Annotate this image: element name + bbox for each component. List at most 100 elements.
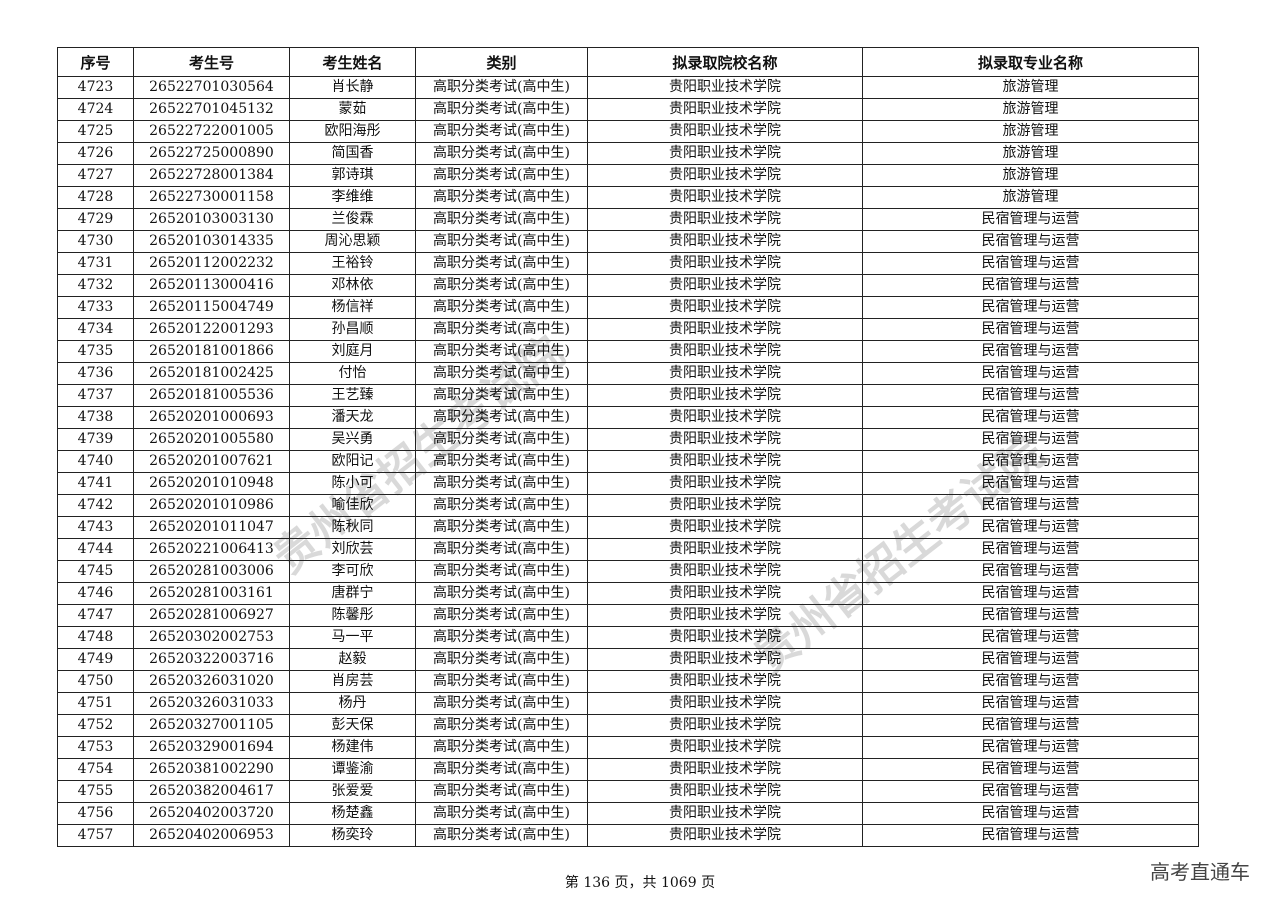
cell-exam-id: 26520201007621 xyxy=(133,450,290,473)
cell-school: 贵阳职业技术学院 xyxy=(587,472,863,495)
cell-school: 贵阳职业技术学院 xyxy=(587,142,863,165)
cell-major: 民宿管理与运营 xyxy=(862,406,1199,429)
header-category: 类别 xyxy=(415,47,588,77)
table-row: 4728 26522730001158 李维维 高职分类考试(高中生) 贵阳职业技术学院… xyxy=(57,186,1199,209)
table-row: 4736 26520181002425 付怡 高职分类考试(高中生) 贵阳职业技术学院民… xyxy=(57,362,1199,385)
cell-name: 王裕铃 xyxy=(289,252,416,275)
table-row: 4747 26520281006927 陈馨彤 高职分类考试(高中生) 贵阳职业技术学院… xyxy=(57,604,1199,627)
cell-exam-id: 26520201000693 xyxy=(133,406,290,429)
cell-school: 贵阳职业技术学院 xyxy=(587,780,863,803)
cell-name: 付怡 xyxy=(289,362,416,385)
cell-category: 高职分类考试(高中生) xyxy=(415,120,588,143)
corner-watermark: 高考直通车 xyxy=(1150,860,1250,884)
cell-category: 高职分类考试(高中生) xyxy=(415,450,588,473)
header-major: 拟录取专业名称 xyxy=(862,47,1199,77)
cell-index: 4757 xyxy=(57,824,134,847)
cell-exam-id: 26522701030564 xyxy=(133,76,290,99)
table-header-row: 序号 考生号 考生姓名 类别 拟录取院校名称 拟录取专业名称 xyxy=(57,47,1199,77)
cell-exam-id: 26522722001005 xyxy=(133,120,290,143)
table-row: 4756 26520402003720 杨楚鑫 高职分类考试(高中生) 贵阳职业技术学院… xyxy=(57,802,1199,825)
cell-index: 4756 xyxy=(57,802,134,825)
cell-category: 高职分类考试(高中生) xyxy=(415,208,588,231)
cell-category: 高职分类考试(高中生) xyxy=(415,758,588,781)
cell-exam-id: 26520221006413 xyxy=(133,538,290,561)
cell-school: 贵阳职业技术学院 xyxy=(587,538,863,561)
cell-school: 贵阳职业技术学院 xyxy=(587,714,863,737)
cell-exam-id: 26520181005536 xyxy=(133,384,290,407)
table-row: 4741 26520201010948 陈小可 高职分类考试(高中生) 贵阳职业技术学院… xyxy=(57,472,1199,495)
cell-name: 孙昌顺 xyxy=(289,318,416,341)
cell-name: 唐群宁 xyxy=(289,582,416,605)
table-row: 4738 26520201000693 潘天龙 高职分类考试(高中生) 贵阳职业技术学院… xyxy=(57,406,1199,429)
cell-index: 4743 xyxy=(57,516,134,539)
table-row: 4734 26520122001293 孙昌顺 高职分类考试(高中生) 贵阳职业技术学院… xyxy=(57,318,1199,341)
cell-index: 4725 xyxy=(57,120,134,143)
cell-school: 贵阳职业技术学院 xyxy=(587,76,863,99)
cell-major: 民宿管理与运营 xyxy=(862,318,1199,341)
cell-exam-id: 26520201010986 xyxy=(133,494,290,517)
cell-exam-id: 26520326031033 xyxy=(133,692,290,715)
cell-name: 肖房芸 xyxy=(289,670,416,693)
cell-category: 高职分类考试(高中生) xyxy=(415,648,588,671)
table-row: 4726 26522725000890 简国香 高职分类考试(高中生) 贵阳职业技术学院… xyxy=(57,142,1199,165)
cell-school: 贵阳职业技术学院 xyxy=(587,362,863,385)
cell-category: 高职分类考试(高中生) xyxy=(415,98,588,121)
cell-index: 4754 xyxy=(57,758,134,781)
cell-exam-id: 26520281003161 xyxy=(133,582,290,605)
cell-category: 高职分类考试(高中生) xyxy=(415,516,588,539)
table-row: 4751 26520326031033 杨丹 高职分类考试(高中生) 贵阳职业技术学院民… xyxy=(57,692,1199,715)
cell-major: 民宿管理与运营 xyxy=(862,428,1199,451)
cell-category: 高职分类考试(高中生) xyxy=(415,494,588,517)
cell-index: 4745 xyxy=(57,560,134,583)
table-row: 4744 26520221006413 刘欣芸 高职分类考试(高中生) 贵阳职业技术学院… xyxy=(57,538,1199,561)
cell-school: 贵阳职业技术学院 xyxy=(587,384,863,407)
cell-name: 蒙茹 xyxy=(289,98,416,121)
cell-name: 欧阳海彤 xyxy=(289,120,416,143)
cell-index: 4749 xyxy=(57,648,134,671)
cell-school: 贵阳职业技术学院 xyxy=(587,274,863,297)
cell-index: 4747 xyxy=(57,604,134,627)
cell-major: 民宿管理与运营 xyxy=(862,208,1199,231)
cell-exam-id: 26520122001293 xyxy=(133,318,290,341)
cell-major: 民宿管理与运营 xyxy=(862,604,1199,627)
cell-school: 贵阳职业技术学院 xyxy=(587,428,863,451)
cell-index: 4738 xyxy=(57,406,134,429)
cell-exam-id: 26520181001866 xyxy=(133,340,290,363)
cell-index: 4733 xyxy=(57,296,134,319)
cell-exam-id: 26522728001384 xyxy=(133,164,290,187)
cell-school: 贵阳职业技术学院 xyxy=(587,802,863,825)
cell-index: 4744 xyxy=(57,538,134,561)
cell-school: 贵阳职业技术学院 xyxy=(587,406,863,429)
cell-school: 贵阳职业技术学院 xyxy=(587,98,863,121)
table-row: 4755 26520382004617 张爱爱 高职分类考试(高中生) 贵阳职业技术学院… xyxy=(57,780,1199,803)
table-row: 4740 26520201007621 欧阳记 高职分类考试(高中生) 贵阳职业技术学院… xyxy=(57,450,1199,473)
cell-category: 高职分类考试(高中生) xyxy=(415,406,588,429)
cell-major: 民宿管理与运营 xyxy=(862,384,1199,407)
cell-exam-id: 26520326031020 xyxy=(133,670,290,693)
cell-major: 民宿管理与运营 xyxy=(862,494,1199,517)
cell-exam-id: 26520201011047 xyxy=(133,516,290,539)
cell-school: 贵阳职业技术学院 xyxy=(587,758,863,781)
table-row: 4727 26522728001384 郭诗琪 高职分类考试(高中生) 贵阳职业技术学院… xyxy=(57,164,1199,187)
table-row: 4750 26520326031020 肖房芸 高职分类考试(高中生) 贵阳职业技术学院… xyxy=(57,670,1199,693)
cell-category: 高职分类考试(高中生) xyxy=(415,802,588,825)
cell-index: 4728 xyxy=(57,186,134,209)
cell-exam-id: 26520201005580 xyxy=(133,428,290,451)
cell-index: 4735 xyxy=(57,340,134,363)
cell-major: 旅游管理 xyxy=(862,164,1199,187)
table-body: 4723 26522701030564 肖长静 高职分类考试(高中生) 贵阳职业技术学院… xyxy=(57,76,1199,847)
header-name: 考生姓名 xyxy=(289,47,416,77)
cell-major: 旅游管理 xyxy=(862,186,1199,209)
cell-exam-id: 26520115004749 xyxy=(133,296,290,319)
cell-major: 民宿管理与运营 xyxy=(862,670,1199,693)
cell-name: 喻佳欣 xyxy=(289,494,416,517)
cell-name: 陈馨彤 xyxy=(289,604,416,627)
cell-major: 民宿管理与运营 xyxy=(862,340,1199,363)
cell-exam-id: 26522701045132 xyxy=(133,98,290,121)
cell-major: 民宿管理与运营 xyxy=(862,758,1199,781)
cell-index: 4732 xyxy=(57,274,134,297)
table-row: 4754 26520381002290 谭鉴渝 高职分类考试(高中生) 贵阳职业技术学院… xyxy=(57,758,1199,781)
cell-major: 旅游管理 xyxy=(862,120,1199,143)
cell-exam-id: 26520281003006 xyxy=(133,560,290,583)
cell-school: 贵阳职业技术学院 xyxy=(587,582,863,605)
